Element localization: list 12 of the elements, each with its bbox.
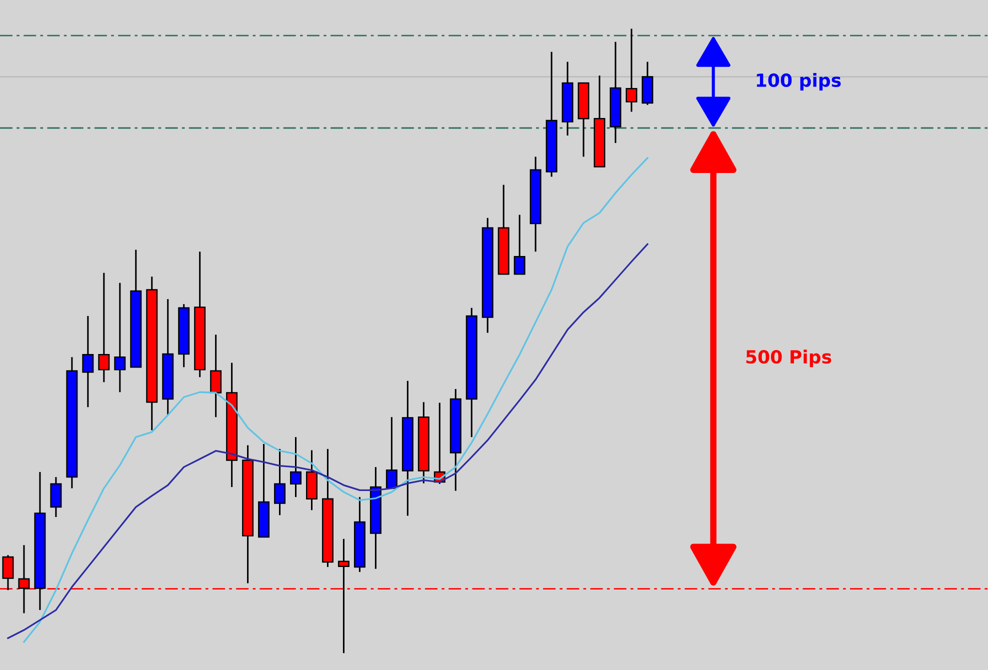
candlestick <box>50 476 62 518</box>
candlestick <box>82 315 94 408</box>
candlestick <box>514 214 526 275</box>
text: 500 Pips <box>746 350 832 368</box>
candlestick <box>386 416 398 490</box>
text: 100 pips <box>756 73 841 91</box>
candlestick <box>290 436 302 498</box>
candlestick <box>114 282 126 393</box>
candlestick <box>210 334 222 418</box>
candlestick <box>626 28 638 113</box>
candlestick <box>274 448 286 516</box>
candlestick <box>98 272 110 383</box>
